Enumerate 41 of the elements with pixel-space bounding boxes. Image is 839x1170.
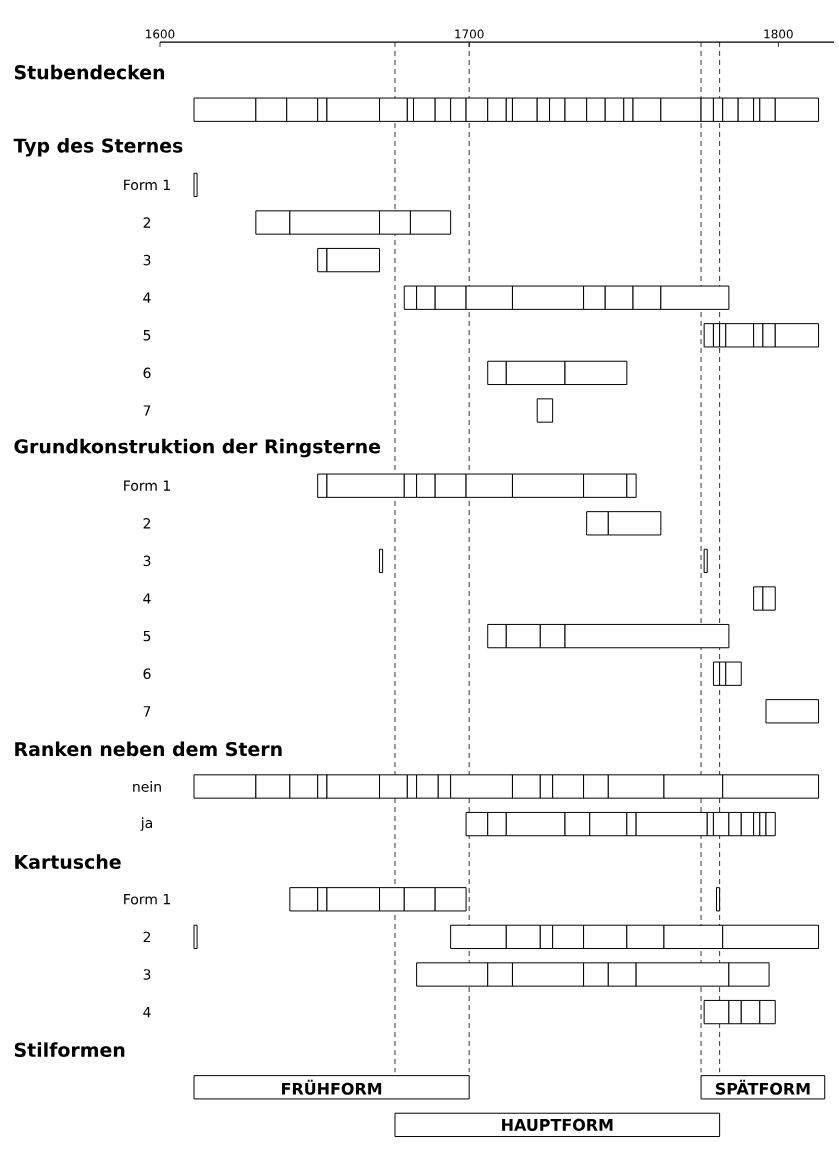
y-tick-label: 6 <box>143 367 151 379</box>
y-tick-label: 5 <box>143 330 151 341</box>
y-tick-label: 2 <box>143 931 151 943</box>
y-tick-label: 3 <box>143 969 151 980</box>
y-tick-label: 6 <box>143 668 151 679</box>
y-tick-label: 4 <box>143 292 151 303</box>
y-tick-label: Form 1 <box>124 179 170 191</box>
bar <box>703 548 708 574</box>
data-label: HAUPTFORM <box>502 1118 613 1131</box>
text: Kartusche <box>15 854 121 870</box>
y-tick-label: 4 <box>143 593 151 604</box>
bar <box>193 924 198 950</box>
bar <box>193 1075 470 1100</box>
y-tick-label: 2 <box>143 518 151 529</box>
text: Stilformen <box>14 1042 125 1058</box>
bar <box>394 1112 721 1138</box>
annotation: Grundkonstruktion der Ringsterne <box>14 438 381 458</box>
y-tick-label: 5 <box>143 630 151 642</box>
x-tick-label: 1600 <box>146 29 175 39</box>
y-tick-label: 7 <box>143 405 151 416</box>
x-tick-label: 1800 <box>764 29 793 39</box>
annotation: Typ des Sternes <box>13 138 183 157</box>
bar <box>716 887 721 912</box>
y-tick-label: 2 <box>143 217 151 228</box>
y-tick-label: 4 <box>143 1007 151 1018</box>
y-tick-label: Form 1 <box>124 894 170 905</box>
y-tick-label: ja <box>140 817 152 831</box>
y-tick-label: 7 <box>143 706 151 717</box>
y-tick-label: Form 1 <box>124 480 170 491</box>
bar <box>765 699 820 724</box>
data-label: SPÄTFORM <box>715 1079 810 1095</box>
y-tick-label: nein <box>133 781 161 792</box>
x-tick-label: 1700 <box>455 29 484 39</box>
y-tick-label: 3 <box>143 555 151 567</box>
data-label: FRÜHFORM <box>282 1079 382 1095</box>
bar <box>193 172 198 198</box>
y-tick-label: 3 <box>143 254 151 266</box>
annotation: Stubendecken <box>14 64 165 80</box>
bar <box>536 398 554 423</box>
bar <box>379 548 384 574</box>
annotation: Ranken neben dem Stern <box>15 741 282 757</box>
